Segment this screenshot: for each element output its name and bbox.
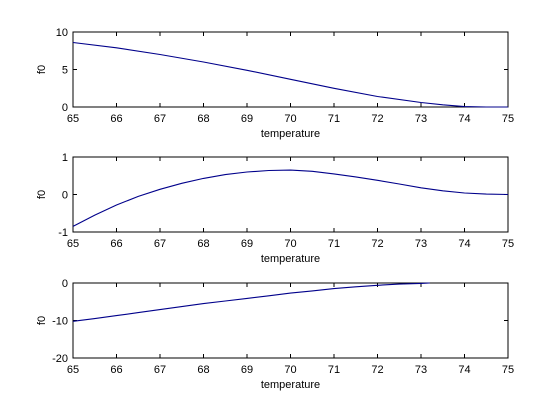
x-tick-label: 75 (502, 113, 514, 125)
y-axis-label: f0 (36, 65, 48, 74)
x-tick-label: 71 (328, 113, 340, 125)
y-tick-label: 0 (62, 278, 68, 290)
x-tick-label: 69 (241, 238, 253, 250)
y-axis-label: f0 (36, 316, 48, 325)
x-tick-label: 66 (110, 238, 122, 250)
x-axis-label: temperature (261, 379, 320, 391)
series-line-1 (72, 282, 430, 322)
y-tick-label: -20 (52, 353, 68, 365)
x-tick-label: 73 (415, 113, 427, 125)
x-tick-label: 70 (284, 364, 296, 376)
y-axis-label: f0 (36, 190, 48, 199)
axes-frame (72, 31, 509, 108)
x-tick-label: 74 (458, 364, 470, 376)
y-tick-label: 10 (56, 27, 68, 39)
x-tick-label: 72 (371, 113, 383, 125)
x-tick-label: 65 (67, 364, 79, 376)
axes-frame (72, 156, 509, 233)
x-tick-label: 71 (328, 364, 340, 376)
x-tick-label: 70 (284, 113, 296, 125)
x-tick-label: 66 (110, 364, 122, 376)
x-tick-label: 68 (197, 364, 209, 376)
x-tick-label: 67 (154, 364, 166, 376)
x-tick-label: 74 (458, 113, 470, 125)
series-line-1 (72, 169, 509, 227)
x-axis-label: temperature (261, 128, 320, 140)
x-tick-label: 75 (502, 364, 514, 376)
x-tick-label: 68 (197, 113, 209, 125)
subplot-3: 65 66 67 68 69 70 71 72 73 74 75 -20 -10 0 temperature… (36, 278, 514, 391)
x-tick-label: 72 (371, 238, 383, 250)
x-tick-label: 66 (110, 113, 122, 125)
x-tick-label: 65 (67, 113, 79, 125)
y-tick-label: -10 (52, 316, 68, 328)
x-tick-label: 67 (154, 113, 166, 125)
x-tick-label: 71 (328, 238, 340, 250)
x-axis-label: temperature (261, 253, 320, 265)
x-tick-label: 73 (415, 364, 427, 376)
y-tick-label: 5 (62, 65, 68, 77)
x-tick-label: 65 (67, 238, 79, 250)
y-tick-label: 1 (62, 152, 68, 164)
x-tick-label: 69 (241, 364, 253, 376)
x-tick-label: 68 (197, 238, 209, 250)
x-tick-label: 72 (371, 364, 383, 376)
axes-frame (72, 282, 509, 359)
x-tick-label: 74 (458, 238, 470, 250)
y-tick-label: 0 (62, 102, 68, 114)
x-tick-label: 70 (284, 238, 296, 250)
y-tick-label: -1 (58, 227, 68, 239)
x-tick-label: 69 (241, 113, 253, 125)
x-tick-label: 75 (502, 238, 514, 250)
x-tick-label: 73 (415, 238, 427, 250)
subplot-2: 65 66 67 68 69 70 71 72 73 74 75 -1 0 1 temperature f0 (36, 152, 514, 265)
series-line-1 (72, 41, 508, 108)
x-tick-label: 67 (154, 238, 166, 250)
subplot-1: 65 66 67 68 69 70 71 72 73 74 75 0 5 10 temperature f0 (36, 27, 514, 140)
y-tick-label: 0 (62, 190, 68, 202)
